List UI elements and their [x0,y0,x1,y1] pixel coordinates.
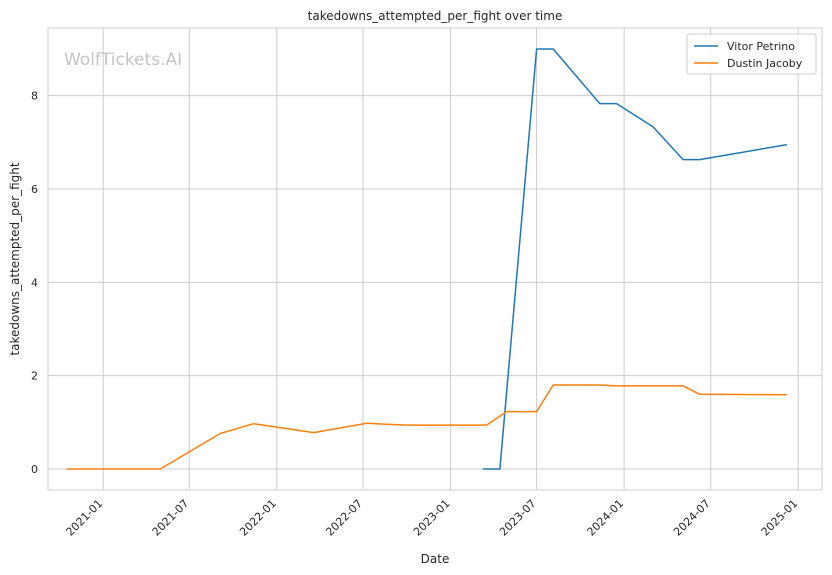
y-tick-label: 8 [31,90,38,103]
series-line-vitor-petrino [482,48,788,470]
x-tick-label: 2024-07 [671,497,713,539]
legend: Vitor Petrino Dustin Jacoby [686,33,817,75]
plot-frame [47,27,823,491]
chart-title: takedowns_attempted_per_fight over time [308,9,563,23]
y-tick-label: 2 [31,370,38,383]
plot-area [48,28,822,490]
x-tick-label: 2021-01 [64,497,106,539]
x-tick-label: 2025-01 [759,497,801,539]
x-tick-label: 2023-01 [411,497,453,539]
legend-label-vitor-petrino: Vitor Petrino [727,40,795,53]
x-axis-title: Date [421,552,450,566]
y-tick-label: 0 [31,463,38,476]
y-tick-label: 4 [31,276,38,289]
x-tick-label: 2022-07 [323,497,365,539]
x-tick-label: 2024-01 [585,497,627,539]
x-tick-labels: 2021-01 2021-07 2022-01 2022-07 2023-01 2023-… [64,497,801,539]
y-tick-labels: 0 2 4 6 8 [31,90,38,476]
x-tick-label: 2021-07 [150,497,192,539]
watermark: WolfTickets.AI [64,50,182,70]
series-line-dustin-jacoby [66,384,788,470]
series-layer [66,48,788,470]
grid-lines [48,28,822,490]
x-tick-label: 2022-01 [237,497,279,539]
legend-box [686,33,817,75]
x-tick-label: 2023-07 [497,497,539,539]
y-tick-label: 6 [31,183,38,196]
legend-label-dustin-jacoby: Dustin Jacoby [727,57,803,70]
y-axis-title: takedowns_attempted_per_fight [8,162,22,355]
